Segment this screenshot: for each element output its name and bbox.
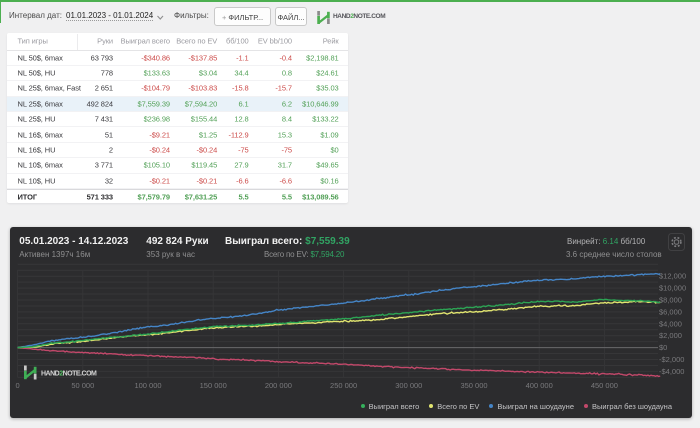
svg-text:$10,000: $10,000	[659, 284, 686, 293]
svg-text:450 000: 450 000	[591, 381, 618, 390]
svg-text:200 000: 200 000	[265, 381, 292, 390]
svg-text:0: 0	[16, 381, 20, 390]
svg-text:$0: $0	[659, 343, 667, 352]
svg-text:$12,000: $12,000	[659, 272, 686, 281]
svg-text:100 000: 100 000	[134, 381, 161, 390]
svg-text:-$4,000: -$4,000	[659, 367, 684, 376]
svg-text:$6,000: $6,000	[659, 307, 682, 316]
svg-text:50 000: 50 000	[71, 381, 94, 390]
svg-text:-$2,000: -$2,000	[659, 355, 684, 364]
svg-text:$2,000: $2,000	[659, 331, 682, 340]
svg-text:$4,000: $4,000	[659, 319, 682, 328]
svg-text:$8,000: $8,000	[659, 296, 682, 305]
svg-text:250 000: 250 000	[330, 381, 357, 390]
svg-text:HAND2NOTE.COM: HAND2NOTE.COM	[41, 371, 97, 378]
svg-text:400 000: 400 000	[526, 381, 553, 390]
svg-text:300 000: 300 000	[395, 381, 422, 390]
svg-text:150 000: 150 000	[200, 381, 227, 390]
svg-text:350 000: 350 000	[460, 381, 487, 390]
